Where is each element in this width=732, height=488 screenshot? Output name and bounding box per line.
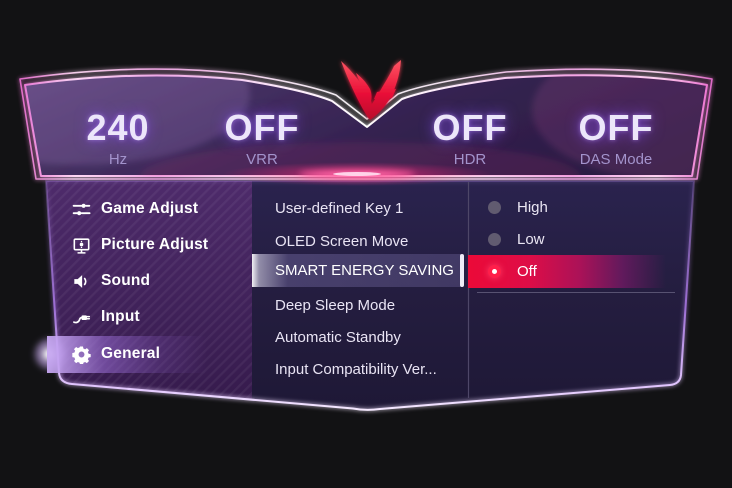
monitor-adjust-icon	[73, 237, 90, 254]
das-value: OFF	[578, 107, 654, 148]
submenu-selected-highlight	[252, 254, 463, 287]
sidebar-item-label: General	[101, 345, 161, 362]
submenu-item-label: OLED Screen Move	[275, 233, 409, 250]
refresh-rate-value: 240	[86, 107, 150, 148]
sidebar-item-label: Input	[101, 308, 140, 325]
option-off[interactable]: Off	[468, 258, 680, 284]
option-selected-highlight	[468, 255, 672, 288]
plug-icon	[73, 314, 91, 323]
vrr-value: OFF	[224, 107, 300, 148]
submenu-item-label: SMART ENERGY SAVING	[275, 262, 454, 279]
sidebar-item-label: Sound	[101, 272, 151, 289]
refresh-rate-label: Hz	[108, 151, 128, 168]
radio-selected-icon[interactable]	[488, 264, 501, 278]
submenu-item-deep-sleep-mode[interactable]: Deep Sleep Mode	[252, 293, 464, 319]
sidebar-item-label: Picture Adjust	[101, 236, 209, 253]
submenu-item-label: Deep Sleep Mode	[275, 297, 396, 314]
submenu-item-oled-screen-move[interactable]: OLED Screen Move	[252, 229, 464, 255]
submenu-item-user-defined-key[interactable]: User-defined Key 1	[252, 196, 464, 222]
menu-body-border	[45, 180, 695, 411]
lens-flare-effect	[222, 162, 492, 186]
gear-icon	[72, 345, 91, 364]
lg-ultragear-logo	[341, 60, 401, 120]
sidebar-item-label: Game Adjust	[101, 200, 199, 217]
option-label: High	[517, 198, 548, 216]
sidebar-item-sound[interactable]: Sound	[72, 263, 252, 299]
status-das: OFF DAS Mode	[546, 107, 686, 169]
speaker-icon	[74, 274, 87, 288]
sidebar-item-game-adjust[interactable]: Game Adjust	[72, 191, 252, 227]
submenu-item-automatic-standby[interactable]: Automatic Standby	[252, 325, 464, 351]
submenu-item-label: User-defined Key 1	[275, 200, 404, 217]
option-label: Low	[517, 230, 545, 248]
radio-icon[interactable]	[488, 200, 501, 214]
option-low[interactable]: Low	[468, 226, 680, 252]
sidebar-item-input[interactable]: Input	[72, 299, 252, 335]
topbar-outer-border	[19, 68, 713, 180]
submenu-item-smart-energy-saving[interactable]: SMART ENERGY SAVING	[252, 258, 464, 284]
submenu-item-label: Automatic Standby	[275, 329, 401, 346]
option-high[interactable]: High	[468, 194, 680, 220]
options-divider	[477, 292, 675, 293]
status-vrr: OFF VRR	[192, 107, 332, 169]
vrr-label: VRR	[246, 151, 278, 168]
submenu-item-label: Input Compatibility Ver...	[275, 361, 437, 378]
hdr-value: OFF	[432, 107, 508, 148]
radio-icon[interactable]	[488, 232, 501, 246]
sidebar-item-general[interactable]: General	[72, 336, 252, 372]
submenu-scroll-indicator[interactable]	[460, 254, 464, 287]
status-refresh-rate: 240 Hz	[48, 107, 188, 169]
hdr-label: HDR	[453, 151, 487, 168]
status-hdr: OFF HDR	[400, 107, 540, 169]
option-label: Off	[517, 262, 537, 280]
sliders-icon	[72, 203, 91, 215]
submenu-item-input-compatibility[interactable]: Input Compatibility Ver...	[252, 357, 464, 383]
das-label: DAS Mode	[579, 151, 653, 168]
sidebar-selected-highlight	[47, 336, 252, 373]
sidebar-item-picture-adjust[interactable]: Picture Adjust	[72, 227, 252, 263]
